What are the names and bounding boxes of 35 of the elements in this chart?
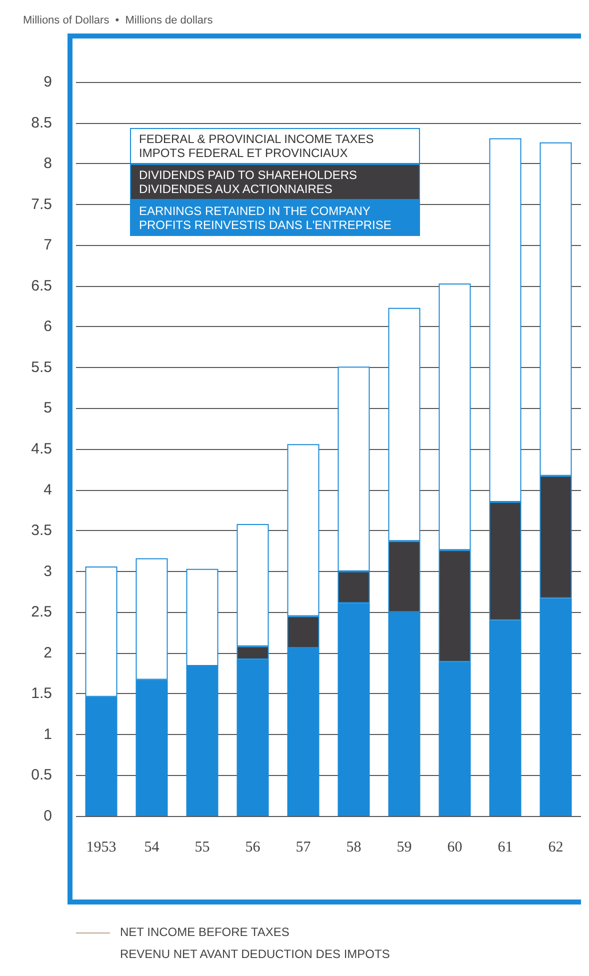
x-tick-label: 59: [396, 840, 412, 856]
y-tick-label: 4.5: [31, 440, 52, 458]
y-tick-label: 0: [44, 808, 52, 824]
y-tick-label: 5: [44, 400, 52, 417]
y-tick-label: 5.5: [31, 358, 52, 376]
x-tick-label: 54: [144, 840, 160, 856]
x-tick-label: 55: [194, 840, 210, 856]
y-tick-label: 0.5: [31, 766, 52, 784]
x-tick-label: 60: [447, 840, 462, 856]
y-tick-label: 4: [44, 481, 52, 498]
y-tick-label: 2.5: [31, 604, 52, 621]
text: REVENU NET AVANT DEDUCTION DES IMPOTS: [120, 947, 390, 961]
y-tick-label: 1: [44, 726, 52, 743]
x-tick-label: 57: [296, 840, 312, 856]
y-tick-label: 3: [44, 562, 52, 580]
y-tick-label: 9: [44, 74, 52, 90]
x-tick-label: 58: [346, 840, 362, 856]
y-tick-label: 3.5: [31, 522, 52, 540]
text: EARNINGS RETAINED IN THE COMPANY PROFITS REINVESTIS DANS L'ENTREPRISE: [139, 204, 392, 232]
text: DIVIDENDS PAID TO SHAREHOLDERS DIVIDENDES AUX ACTIONNAIRES: [139, 168, 358, 196]
y-tick-label: 1.5: [31, 685, 52, 702]
y-tick-label: 6: [44, 318, 52, 336]
y-tick-label: 7.5: [31, 196, 52, 213]
x-tick-label: 62: [548, 840, 564, 856]
x-tick-label: 1953: [86, 840, 116, 856]
x-tick-label: 56: [245, 840, 261, 856]
text: FEDERAL & PROVINCIAL INCOME TAXES IMPOTS FEDERAL ET PROVINCIAUX: [139, 132, 374, 160]
y-tick-label: 2: [44, 644, 52, 662]
y-tick-label: 8: [44, 155, 52, 172]
y-tick-label: 7: [44, 236, 52, 254]
y-axis-title: Millions of Dollars • Millions de dollars: [23, 14, 214, 26]
text: NET INCOME BEFORE TAXES: [120, 925, 290, 939]
y-tick-label: 6.5: [31, 277, 52, 294]
y-tick-label: 8.5: [31, 114, 52, 132]
x-tick-label: 61: [498, 840, 513, 856]
